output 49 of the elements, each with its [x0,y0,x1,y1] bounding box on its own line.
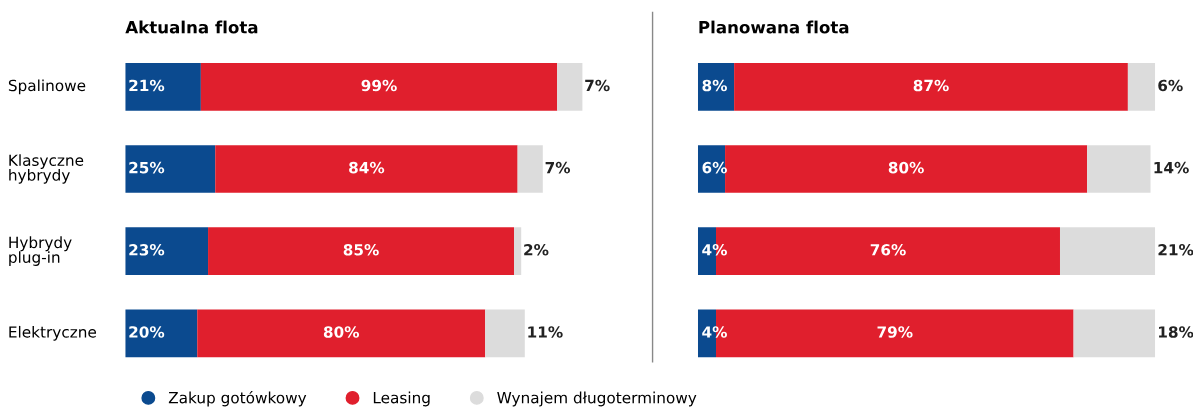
data-label: 8% [702,79,727,92]
bar [215,145,518,193]
bar [514,227,522,275]
legend-label: Wynajem długoterminowy [497,391,697,407]
bar [557,62,583,111]
bar [1087,145,1151,193]
legend-label: Zakup gotówkowy [168,391,307,407]
bar [1127,62,1156,111]
data-label: 79% [877,326,913,338]
y-tick-label: Hybrydy plug-in [9,236,72,266]
data-label: 7% [545,161,571,174]
data-label: 6% [1158,79,1183,92]
data-label: 21% [129,79,165,92]
data-label: 7% [585,79,610,92]
data-label: 25% [129,161,165,174]
data-label: 84% [349,161,385,174]
y-tick-label: Spalinowe [8,79,86,95]
bar [125,227,209,275]
bar [197,309,486,358]
data-label: 14% [1154,161,1189,174]
bar [208,227,515,275]
chart-title: Planowana flota [699,20,849,34]
data-label: 18% [1159,326,1193,338]
data-label: 87% [913,79,949,92]
bar [1073,309,1156,358]
data-label: 20% [129,326,165,338]
bar [485,309,525,358]
y-tick-label: Elektryczne [9,325,97,341]
data-label: 11% [528,326,563,338]
bar [1059,227,1156,275]
data-label: 80% [888,161,924,174]
bar [697,62,735,111]
bar [125,309,198,358]
legend-label: Leasing [373,391,430,407]
bar [200,62,558,111]
bar [517,145,543,193]
bar [734,62,1128,111]
data-label: 23% [129,244,165,256]
chart-title: Aktualna flota [125,20,258,34]
bar [125,145,216,193]
data-label: 80% [323,326,360,338]
data-label: 76% [870,244,906,256]
data-label: 99% [361,79,397,92]
data-label: 85% [343,244,379,256]
y-tick-label: Klasyczne hybrydy [9,154,84,184]
data-label: 2% [524,244,549,256]
bar [125,62,201,111]
bar [725,145,1088,193]
data-label: 21% [1158,244,1193,256]
